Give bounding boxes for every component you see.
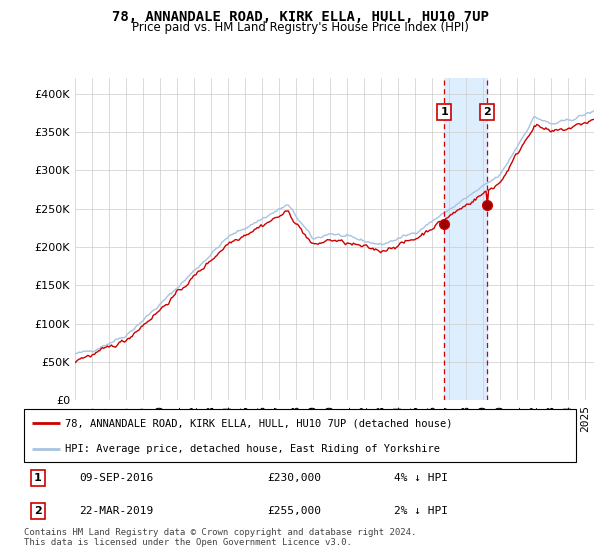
Text: 22-MAR-2019: 22-MAR-2019 bbox=[79, 506, 154, 516]
FancyBboxPatch shape bbox=[24, 409, 576, 462]
Text: 2% ↓ HPI: 2% ↓ HPI bbox=[394, 506, 448, 516]
Bar bbox=[444, 78, 487, 400]
Text: 09-SEP-2016: 09-SEP-2016 bbox=[79, 473, 154, 483]
Text: HPI: Average price, detached house, East Riding of Yorkshire: HPI: Average price, detached house, East… bbox=[65, 444, 440, 454]
Text: 2: 2 bbox=[34, 506, 41, 516]
Text: 1: 1 bbox=[34, 473, 41, 483]
Text: Contains HM Land Registry data © Crown copyright and database right 2024.
This d: Contains HM Land Registry data © Crown c… bbox=[24, 528, 416, 547]
Text: 1: 1 bbox=[440, 107, 448, 117]
Text: £230,000: £230,000 bbox=[267, 473, 321, 483]
Text: 2: 2 bbox=[483, 107, 491, 117]
Text: £255,000: £255,000 bbox=[267, 506, 321, 516]
Text: 78, ANNANDALE ROAD, KIRK ELLA, HULL, HU10 7UP: 78, ANNANDALE ROAD, KIRK ELLA, HULL, HU1… bbox=[112, 10, 488, 24]
Text: 78, ANNANDALE ROAD, KIRK ELLA, HULL, HU10 7UP (detached house): 78, ANNANDALE ROAD, KIRK ELLA, HULL, HU1… bbox=[65, 418, 453, 428]
Text: 4% ↓ HPI: 4% ↓ HPI bbox=[394, 473, 448, 483]
Text: Price paid vs. HM Land Registry's House Price Index (HPI): Price paid vs. HM Land Registry's House … bbox=[131, 21, 469, 34]
